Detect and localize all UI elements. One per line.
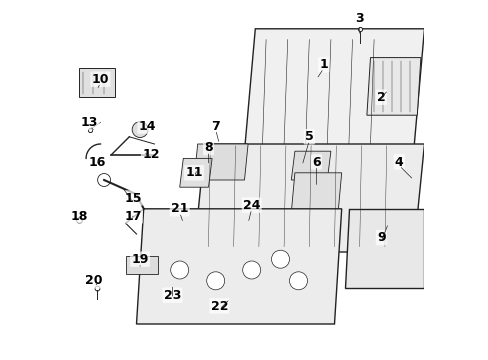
Text: 11: 11 (185, 166, 203, 179)
Text: 17: 17 (124, 210, 142, 222)
Circle shape (98, 174, 110, 186)
Polygon shape (366, 58, 420, 115)
Text: 3: 3 (355, 12, 363, 24)
Polygon shape (194, 144, 424, 252)
Text: 6: 6 (311, 156, 320, 168)
Text: 13: 13 (81, 116, 98, 129)
Text: 12: 12 (142, 148, 159, 161)
Text: 15: 15 (124, 192, 142, 204)
Text: 16: 16 (88, 156, 105, 168)
FancyBboxPatch shape (79, 68, 115, 97)
Text: 22: 22 (210, 300, 227, 312)
Polygon shape (136, 209, 341, 324)
Polygon shape (345, 209, 424, 288)
Circle shape (132, 122, 148, 138)
Text: 21: 21 (171, 202, 188, 215)
Text: 5: 5 (305, 130, 313, 143)
Circle shape (289, 272, 307, 290)
Text: 7: 7 (211, 120, 220, 132)
Text: 8: 8 (204, 141, 212, 154)
Circle shape (271, 250, 289, 268)
Text: 10: 10 (92, 73, 109, 86)
Text: 2: 2 (376, 91, 385, 104)
Polygon shape (291, 173, 341, 212)
Polygon shape (125, 256, 158, 274)
Circle shape (242, 261, 260, 279)
Circle shape (170, 261, 188, 279)
Text: 24: 24 (243, 199, 260, 212)
Text: 19: 19 (131, 253, 148, 266)
Text: 9: 9 (376, 231, 385, 244)
Text: 14: 14 (138, 120, 156, 132)
Text: 23: 23 (163, 289, 181, 302)
Polygon shape (179, 158, 212, 187)
Circle shape (206, 272, 224, 290)
Polygon shape (244, 29, 424, 151)
Text: 18: 18 (70, 210, 87, 222)
Text: 1: 1 (319, 58, 327, 71)
Text: 20: 20 (84, 274, 102, 287)
Text: 4: 4 (394, 156, 403, 168)
Polygon shape (194, 144, 247, 180)
Polygon shape (291, 151, 330, 180)
